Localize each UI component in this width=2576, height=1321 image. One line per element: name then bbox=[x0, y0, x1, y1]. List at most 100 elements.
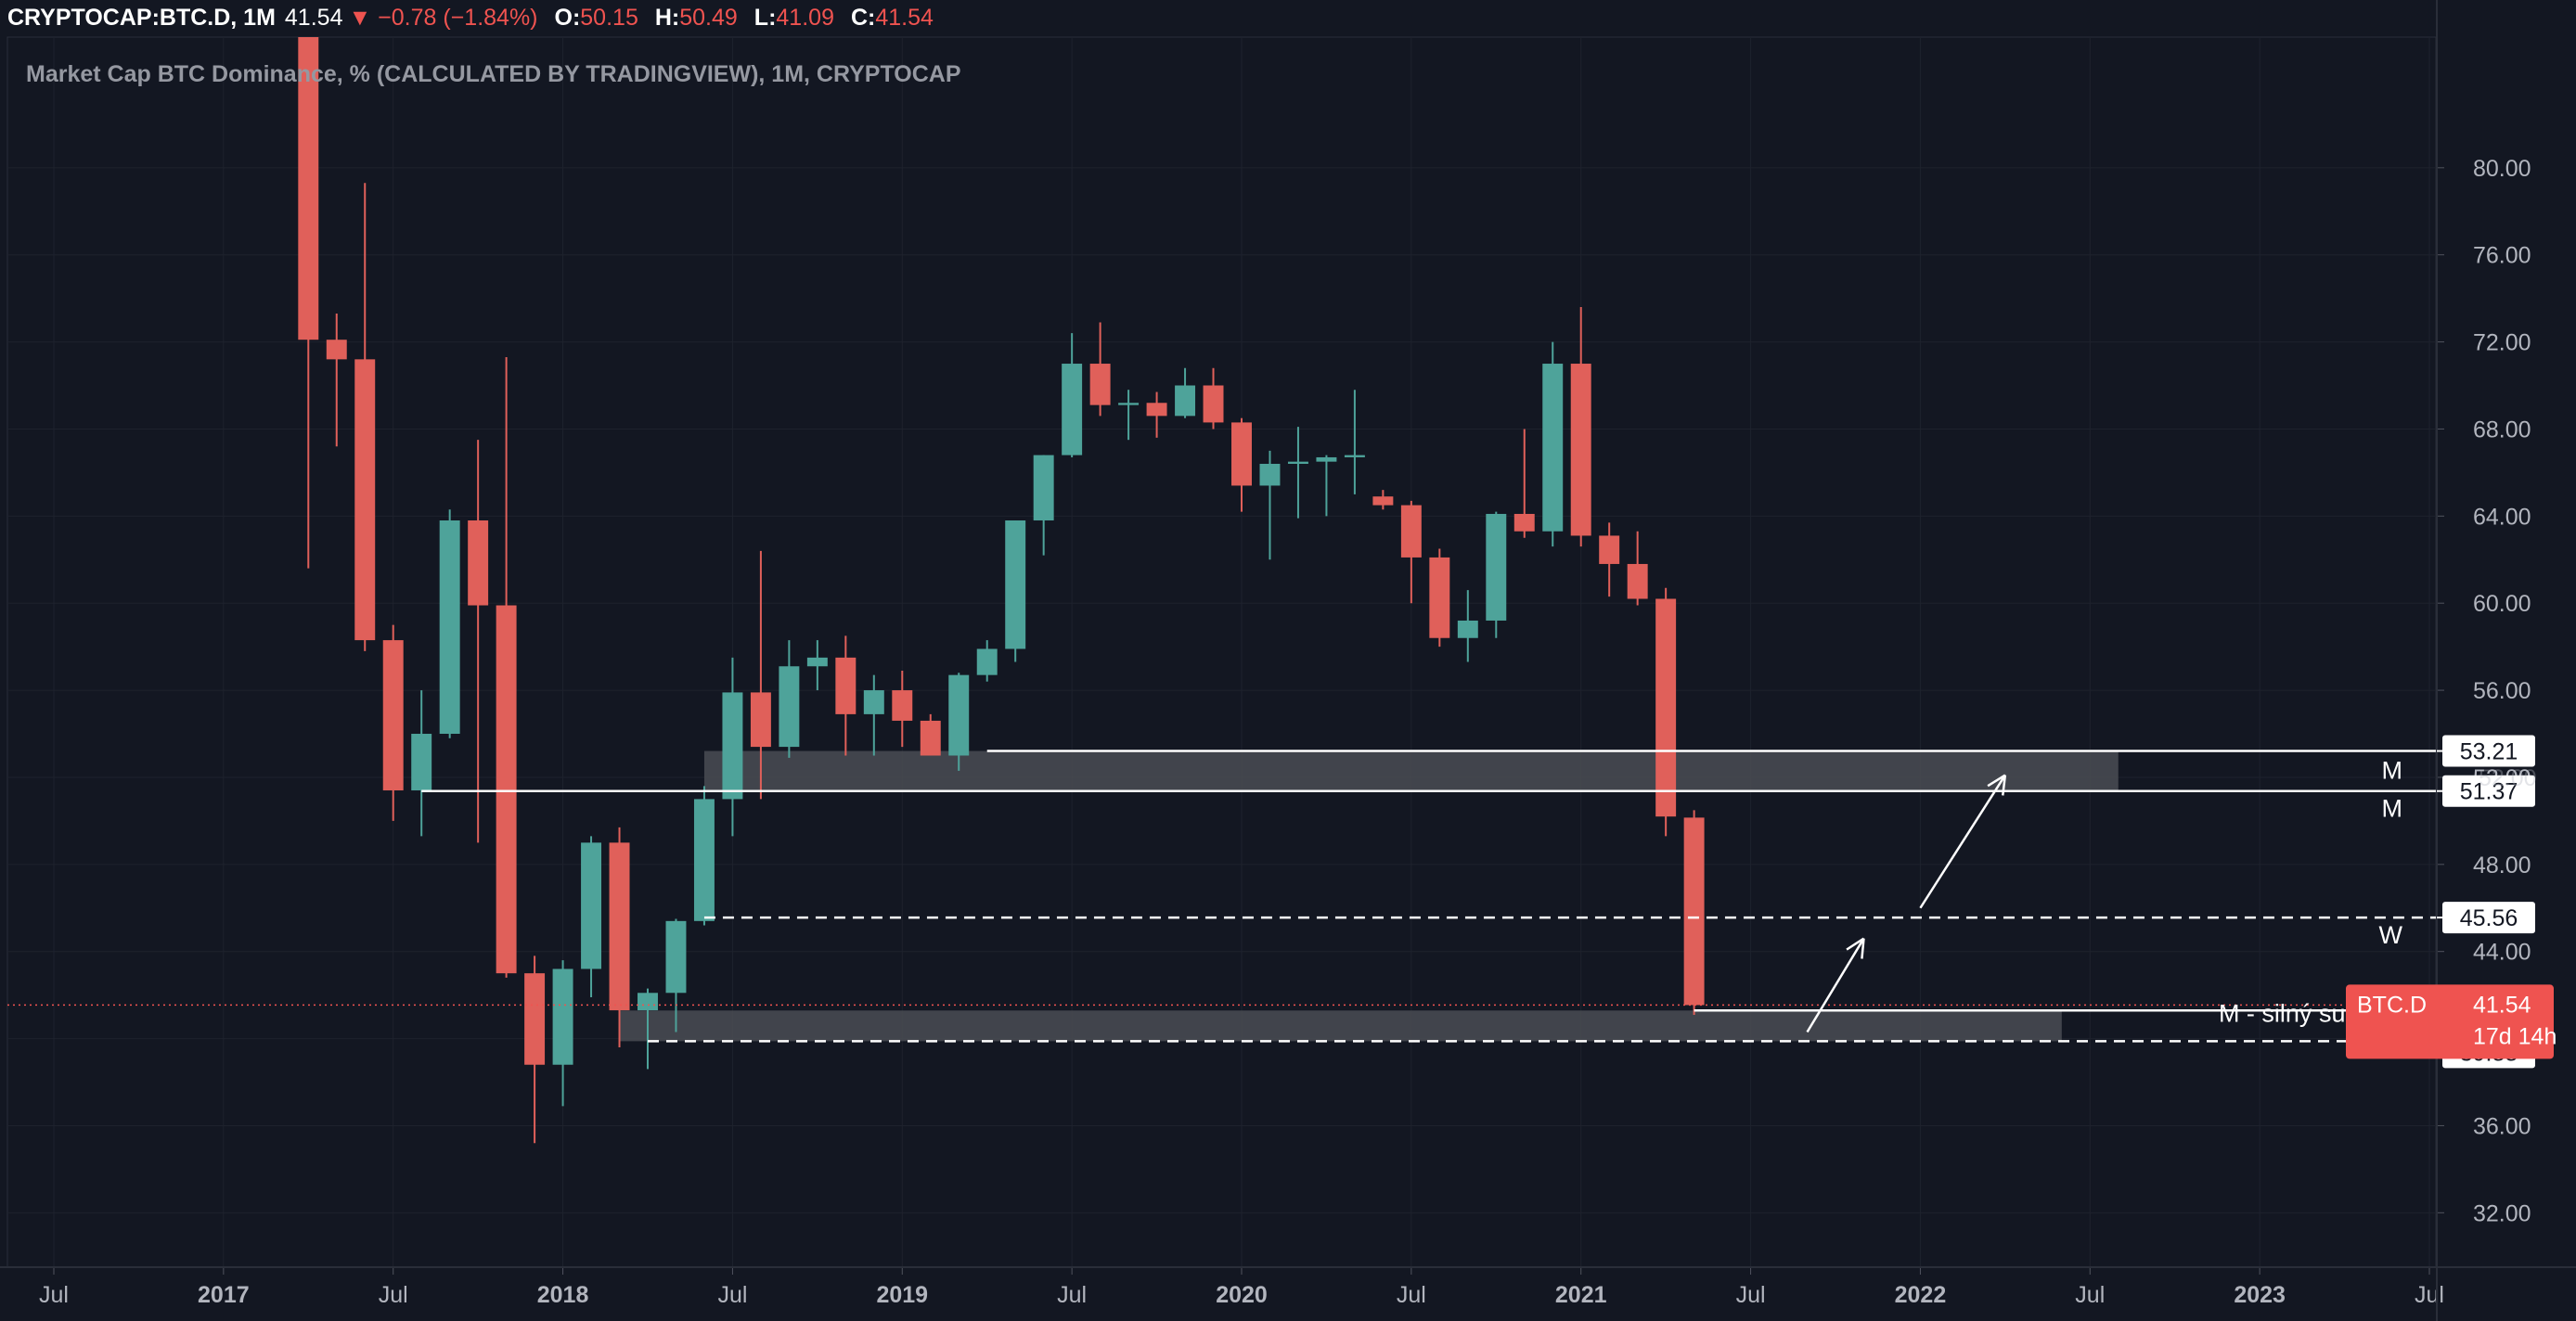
candle-body bbox=[665, 920, 687, 994]
candle-body bbox=[1655, 598, 1677, 817]
x-tick-label: 2023 bbox=[2234, 1282, 2286, 1308]
level-note: M bbox=[2382, 757, 2403, 785]
candle-body bbox=[411, 734, 432, 791]
x-tick-label: 2017 bbox=[198, 1282, 250, 1308]
chart-subtitle: Market Cap BTC Dominance, % (CALCULATED … bbox=[26, 61, 961, 87]
tag-symbol: BTC.D bbox=[2357, 992, 2427, 1018]
level-price-box bbox=[2442, 902, 2535, 934]
candle-body bbox=[1599, 535, 1620, 564]
candle-body bbox=[326, 340, 347, 360]
candle-body bbox=[1316, 456, 1337, 462]
x-tick-label: 2019 bbox=[876, 1282, 928, 1308]
candle-body bbox=[1542, 364, 1564, 532]
low-value: 41.09 bbox=[776, 4, 834, 31]
symbol-label[interactable]: CRYPTOCAP:BTC.D, 1M bbox=[7, 4, 276, 31]
candle-body bbox=[1683, 817, 1705, 1006]
tag-countdown: 17d 14h bbox=[2473, 1023, 2557, 1049]
candle-body bbox=[1203, 385, 1224, 423]
candle-body bbox=[1033, 455, 1054, 521]
candle-body bbox=[1062, 364, 1083, 455]
candle-body bbox=[722, 692, 743, 800]
arrow-head bbox=[1846, 937, 1865, 951]
candle-body bbox=[1175, 385, 1196, 417]
level-price-label: 45.56 bbox=[2460, 905, 2518, 931]
y-tick-label: 64.00 bbox=[2473, 504, 2531, 530]
high-label: H: bbox=[654, 4, 680, 31]
candle-body bbox=[693, 799, 715, 921]
candle-body bbox=[354, 359, 376, 641]
y-tick-label: 80.00 bbox=[2473, 156, 2531, 182]
candle-body bbox=[496, 605, 517, 974]
y-tick-label: 48.00 bbox=[2473, 853, 2531, 879]
high-value: 50.49 bbox=[679, 4, 738, 31]
candle-body bbox=[468, 520, 489, 606]
candle-body bbox=[609, 842, 630, 1011]
candle-body bbox=[1118, 403, 1140, 405]
last-value: 41.54 bbox=[284, 4, 343, 31]
candle-body bbox=[1259, 463, 1281, 486]
y-tick-label: 72.00 bbox=[2473, 330, 2531, 356]
x-tick-label: 2022 bbox=[1895, 1282, 1947, 1308]
candle-body bbox=[835, 657, 857, 714]
y-tick-label: 56.00 bbox=[2473, 678, 2531, 704]
y-tick-label: 68.00 bbox=[2473, 417, 2531, 442]
candle-body bbox=[1287, 461, 1308, 464]
candle-body bbox=[863, 690, 884, 714]
candle-body bbox=[439, 520, 460, 735]
x-tick-label: Jul bbox=[2075, 1282, 2105, 1308]
level-note: W bbox=[2379, 921, 2403, 949]
chart-header: CRYPTOCAP:BTC.D, 1M 41.54 ▼ −0.78 (−1.84… bbox=[0, 0, 2576, 35]
low-label: L: bbox=[753, 4, 777, 31]
plot-frame bbox=[6, 36, 2437, 1268]
level-price-box bbox=[2442, 775, 2535, 807]
candle-body bbox=[1570, 364, 1591, 536]
candle-body bbox=[948, 674, 970, 756]
candle-body bbox=[1486, 513, 1507, 621]
y-tick-label-hidden: 52.00 bbox=[2479, 765, 2537, 791]
y-tick-label: 32.00 bbox=[2473, 1200, 2531, 1226]
change-value: ▼ −0.78 (−1.84%) bbox=[348, 4, 538, 31]
close-label: C: bbox=[850, 4, 876, 31]
y-tick-label: 36.00 bbox=[2473, 1113, 2531, 1139]
candle-body bbox=[779, 666, 800, 748]
x-tick-label: Jul bbox=[1397, 1282, 1426, 1308]
candle-body bbox=[1457, 620, 1478, 638]
projection-arrow bbox=[1806, 937, 1865, 1033]
level-note: M bbox=[2382, 795, 2403, 823]
candle-body bbox=[976, 648, 998, 675]
support-zone bbox=[619, 1010, 2062, 1042]
x-tick-label: Jul bbox=[1057, 1282, 1087, 1308]
y-tick-label: 44.00 bbox=[2473, 940, 2531, 966]
candle-body bbox=[750, 692, 771, 748]
candle-body bbox=[638, 993, 658, 1011]
y-tick-label: 60.00 bbox=[2473, 591, 2531, 617]
x-tick-label: 2020 bbox=[1216, 1282, 1268, 1308]
candle-body bbox=[1400, 505, 1422, 558]
candle-body bbox=[552, 968, 573, 1065]
candle-body bbox=[1513, 513, 1535, 532]
candle-body bbox=[581, 842, 602, 969]
candle-body bbox=[1344, 455, 1365, 457]
level-price-box bbox=[2442, 735, 2535, 767]
x-tick-label: Jul bbox=[717, 1282, 747, 1308]
candle-body bbox=[1231, 422, 1252, 486]
arrow-head bbox=[1861, 938, 1865, 959]
candle-body bbox=[806, 657, 828, 667]
candle-body bbox=[382, 640, 404, 791]
candle-body bbox=[920, 720, 941, 756]
arrow-head bbox=[1987, 774, 2006, 788]
candle-body bbox=[524, 973, 546, 1065]
arrow-head bbox=[2002, 775, 2007, 796]
level-price-label: 51.37 bbox=[2460, 779, 2518, 805]
candle-body bbox=[1372, 496, 1394, 506]
candle-body bbox=[1146, 403, 1167, 417]
x-tick-label: Jul bbox=[2415, 1282, 2444, 1308]
tag-value: 41.54 bbox=[2473, 992, 2531, 1018]
x-tick-label: Jul bbox=[39, 1282, 69, 1308]
open-label: O: bbox=[554, 4, 581, 31]
candle-body bbox=[1089, 364, 1111, 405]
x-tick-label: Jul bbox=[1736, 1282, 1766, 1308]
candle-body bbox=[298, 37, 319, 340]
candle-body bbox=[1005, 520, 1026, 649]
